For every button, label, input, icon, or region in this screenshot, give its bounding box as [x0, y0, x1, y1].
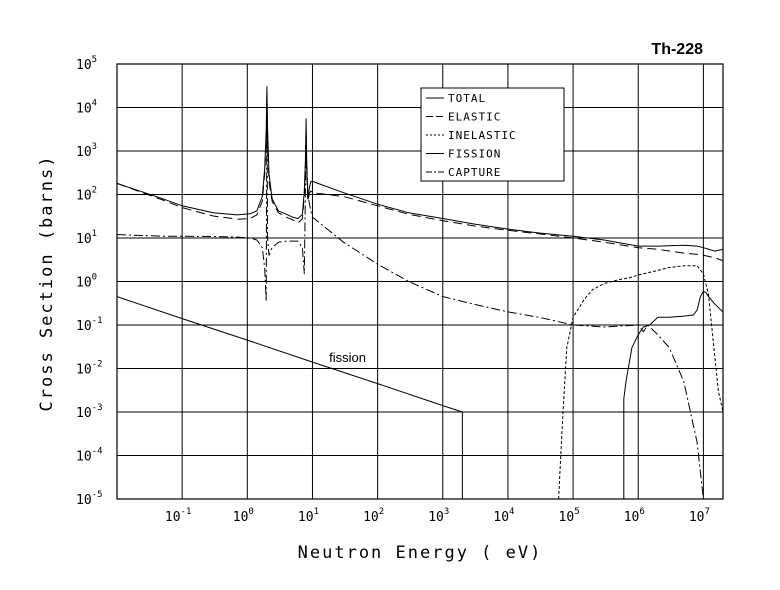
- series-line-fission: [117, 290, 723, 499]
- series-line-total: [117, 86, 723, 252]
- y-axis-title: Cross Section (barns): [37, 155, 57, 412]
- y-tick-exponent: -4: [92, 447, 103, 457]
- x-tick-base: 10: [428, 510, 444, 525]
- y-tick-base: 10: [76, 363, 92, 378]
- series-line-capture: [117, 95, 704, 499]
- y-tick-label: 10-3: [76, 403, 103, 421]
- y-tick-base: 10: [76, 450, 92, 465]
- y-tick-exponent: -5: [92, 490, 103, 500]
- x-tick-label: 100: [233, 507, 254, 525]
- x-tick-exponent: 2: [379, 507, 384, 517]
- y-tick-base: 10: [76, 189, 92, 204]
- y-tick-label: 100: [76, 273, 97, 291]
- plot-frame: [116, 63, 724, 500]
- legend-label-elastic: ELASTIC: [448, 111, 501, 124]
- x-tick-label: 104: [493, 507, 514, 525]
- y-tick-base: 10: [76, 276, 92, 291]
- x-tick-label: 107: [689, 507, 710, 525]
- annotations: fission: [329, 350, 366, 365]
- x-tick-label: 106: [624, 507, 645, 525]
- x-tick-base: 10: [298, 510, 314, 525]
- y-tick-base: 10: [76, 319, 92, 334]
- chart-title: Th-228: [651, 41, 703, 58]
- series-layer: [117, 86, 723, 499]
- y-tick-label: 102: [76, 186, 97, 204]
- y-tick-label: 103: [76, 142, 97, 160]
- y-tick-label: 104: [76, 99, 97, 117]
- x-tick-label: 102: [363, 507, 384, 525]
- y-tick-exponent: -3: [92, 403, 103, 413]
- legend-label-total: TOTAL: [448, 92, 486, 105]
- y-tick-base: 10: [76, 232, 92, 247]
- x-tick-exponent: 5: [574, 507, 579, 517]
- x-tick-label: 10-1: [165, 507, 192, 525]
- y-tick-exponent: 2: [92, 186, 97, 196]
- x-tick-base: 10: [493, 510, 509, 525]
- y-tick-exponent: 4: [92, 99, 97, 109]
- x-tick-base: 10: [689, 510, 705, 525]
- x-tick-base: 10: [559, 510, 575, 525]
- legend-label-inelastic: INELASTIC: [448, 129, 517, 142]
- y-tick-label: 10-5: [76, 490, 103, 508]
- y-tick-label: 10-4: [76, 447, 103, 465]
- y-tick-exponent: 1: [92, 229, 97, 239]
- x-tick-exponent: 6: [639, 507, 644, 517]
- x-tick-base: 10: [624, 510, 640, 525]
- x-tick-label: 103: [428, 507, 449, 525]
- y-tick-base: 10: [76, 102, 92, 117]
- y-tick-label: 105: [76, 55, 97, 73]
- x-tick-exponent: 0: [248, 507, 253, 517]
- y-tick-label: 10-1: [76, 316, 103, 334]
- y-tick-base: 10: [76, 493, 92, 508]
- legend-label-fission: FISSION: [448, 148, 501, 161]
- y-tick-label: 10-2: [76, 360, 103, 378]
- y-tick-exponent: -1: [92, 316, 103, 326]
- y-tick-exponent: 3: [92, 142, 97, 152]
- x-tick-base: 10: [165, 510, 181, 525]
- x-tick-exponent: 7: [705, 507, 710, 517]
- y-tick-base: 10: [76, 58, 92, 73]
- x-tick-label: 101: [298, 507, 319, 525]
- series-line-inelastic: [558, 265, 723, 499]
- legend-label-capture: CAPTURE: [448, 166, 501, 179]
- legend: TOTAL ELASTIC INELASTIC FISSION CAPTURE: [420, 87, 565, 182]
- x-tick-base: 10: [233, 510, 249, 525]
- x-tick-exponent: 3: [444, 507, 449, 517]
- x-axis-ticks: 10-1 100 101 102 103 104 105 106 107: [165, 507, 710, 525]
- annotation-fission: fission: [329, 350, 366, 365]
- x-tick-exponent: -1: [181, 507, 192, 517]
- legend-box: [420, 87, 565, 182]
- x-tick-base: 10: [363, 510, 379, 525]
- x-tick-label: 105: [559, 507, 580, 525]
- y-tick-exponent: 5: [92, 55, 97, 65]
- y-tick-base: 10: [76, 145, 92, 160]
- x-tick-exponent: 4: [509, 507, 514, 517]
- y-tick-exponent: -2: [92, 360, 103, 370]
- series-line-elastic: [117, 103, 723, 262]
- y-tick-label: 101: [76, 229, 97, 247]
- y-tick-base: 10: [76, 406, 92, 421]
- y-tick-exponent: 0: [92, 273, 97, 283]
- x-axis-title: Neutron Energy ( eV): [298, 543, 543, 563]
- x-tick-exponent: 1: [314, 507, 319, 517]
